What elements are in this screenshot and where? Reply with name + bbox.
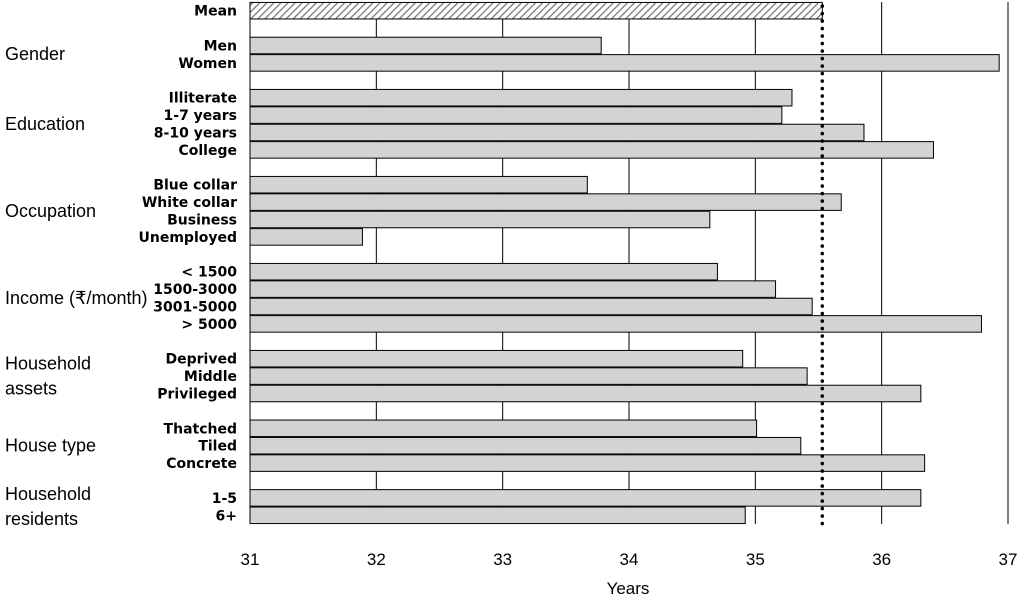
bar bbox=[249, 384, 922, 403]
bar bbox=[249, 454, 926, 472]
category-label: Business bbox=[167, 213, 237, 229]
bar bbox=[249, 54, 1000, 72]
category-label: Blue collar bbox=[153, 178, 237, 194]
category-label: Unemployed bbox=[139, 230, 238, 246]
bar bbox=[249, 436, 802, 455]
bar bbox=[249, 88, 793, 107]
bar bbox=[249, 349, 744, 368]
category-label: Deprived bbox=[166, 352, 237, 368]
category-label: Thatched bbox=[164, 421, 237, 437]
category-label: Women bbox=[178, 56, 237, 72]
category-label: Illiterate bbox=[169, 91, 237, 107]
group-label: Household assets bbox=[5, 354, 91, 399]
group-label: Occupation bbox=[5, 201, 96, 221]
category-label: Mean bbox=[194, 4, 237, 20]
category-label: College bbox=[178, 143, 237, 159]
bar bbox=[249, 141, 934, 159]
group-label: Household residents bbox=[5, 484, 91, 529]
category-label: < 1500 bbox=[181, 265, 237, 281]
category-label: White collar bbox=[142, 195, 237, 211]
bar bbox=[249, 175, 588, 194]
bar bbox=[249, 1, 823, 20]
bar bbox=[249, 367, 808, 385]
group-label: Education bbox=[5, 114, 85, 134]
category-label: Concrete bbox=[166, 456, 237, 472]
category-label: 3001-5000 bbox=[153, 300, 237, 316]
bar bbox=[249, 36, 602, 55]
bar bbox=[249, 262, 718, 281]
bar bbox=[249, 315, 982, 333]
x-tick-label: 32 bbox=[367, 550, 386, 569]
bar bbox=[249, 106, 783, 124]
category-label: 1-7 years bbox=[164, 108, 237, 124]
group-label: House type bbox=[5, 436, 96, 456]
category-label: Men bbox=[204, 39, 237, 55]
bars bbox=[249, 1, 1000, 525]
group-label: Gender bbox=[5, 44, 65, 64]
x-tick-label: 35 bbox=[746, 550, 765, 569]
bar bbox=[249, 506, 746, 525]
x-tick-label: 33 bbox=[493, 550, 512, 569]
bar bbox=[249, 228, 363, 246]
category-label: 6+ bbox=[216, 508, 237, 524]
category-label: Privileged bbox=[157, 387, 237, 403]
bar bbox=[249, 489, 922, 507]
bar bbox=[249, 193, 842, 211]
category-label: > 5000 bbox=[181, 317, 237, 333]
category-label: 1-5 bbox=[212, 491, 237, 507]
x-axis-tick-labels: 31 32 33 34 35 36 37 bbox=[241, 550, 1018, 569]
x-tick-label: 37 bbox=[999, 550, 1018, 569]
category-label: Tiled bbox=[198, 439, 237, 455]
x-tick-label: 34 bbox=[620, 550, 639, 569]
category-label: 8-10 years bbox=[154, 126, 237, 142]
x-axis-title: Years bbox=[607, 579, 650, 597]
category-label: 1500-3000 bbox=[153, 282, 237, 298]
x-tick-label: 36 bbox=[872, 550, 891, 569]
category-label: Middle bbox=[184, 369, 237, 385]
x-tick-label: 31 bbox=[241, 550, 260, 569]
bar bbox=[249, 123, 865, 142]
bar bbox=[249, 210, 711, 229]
group-labels: Gender Education Occupation Income (₹/month… bbox=[5, 44, 148, 529]
bar bbox=[249, 297, 813, 316]
bar bbox=[249, 419, 758, 438]
bar bbox=[249, 280, 777, 298]
group-label: Income (₹/month) bbox=[5, 288, 148, 308]
